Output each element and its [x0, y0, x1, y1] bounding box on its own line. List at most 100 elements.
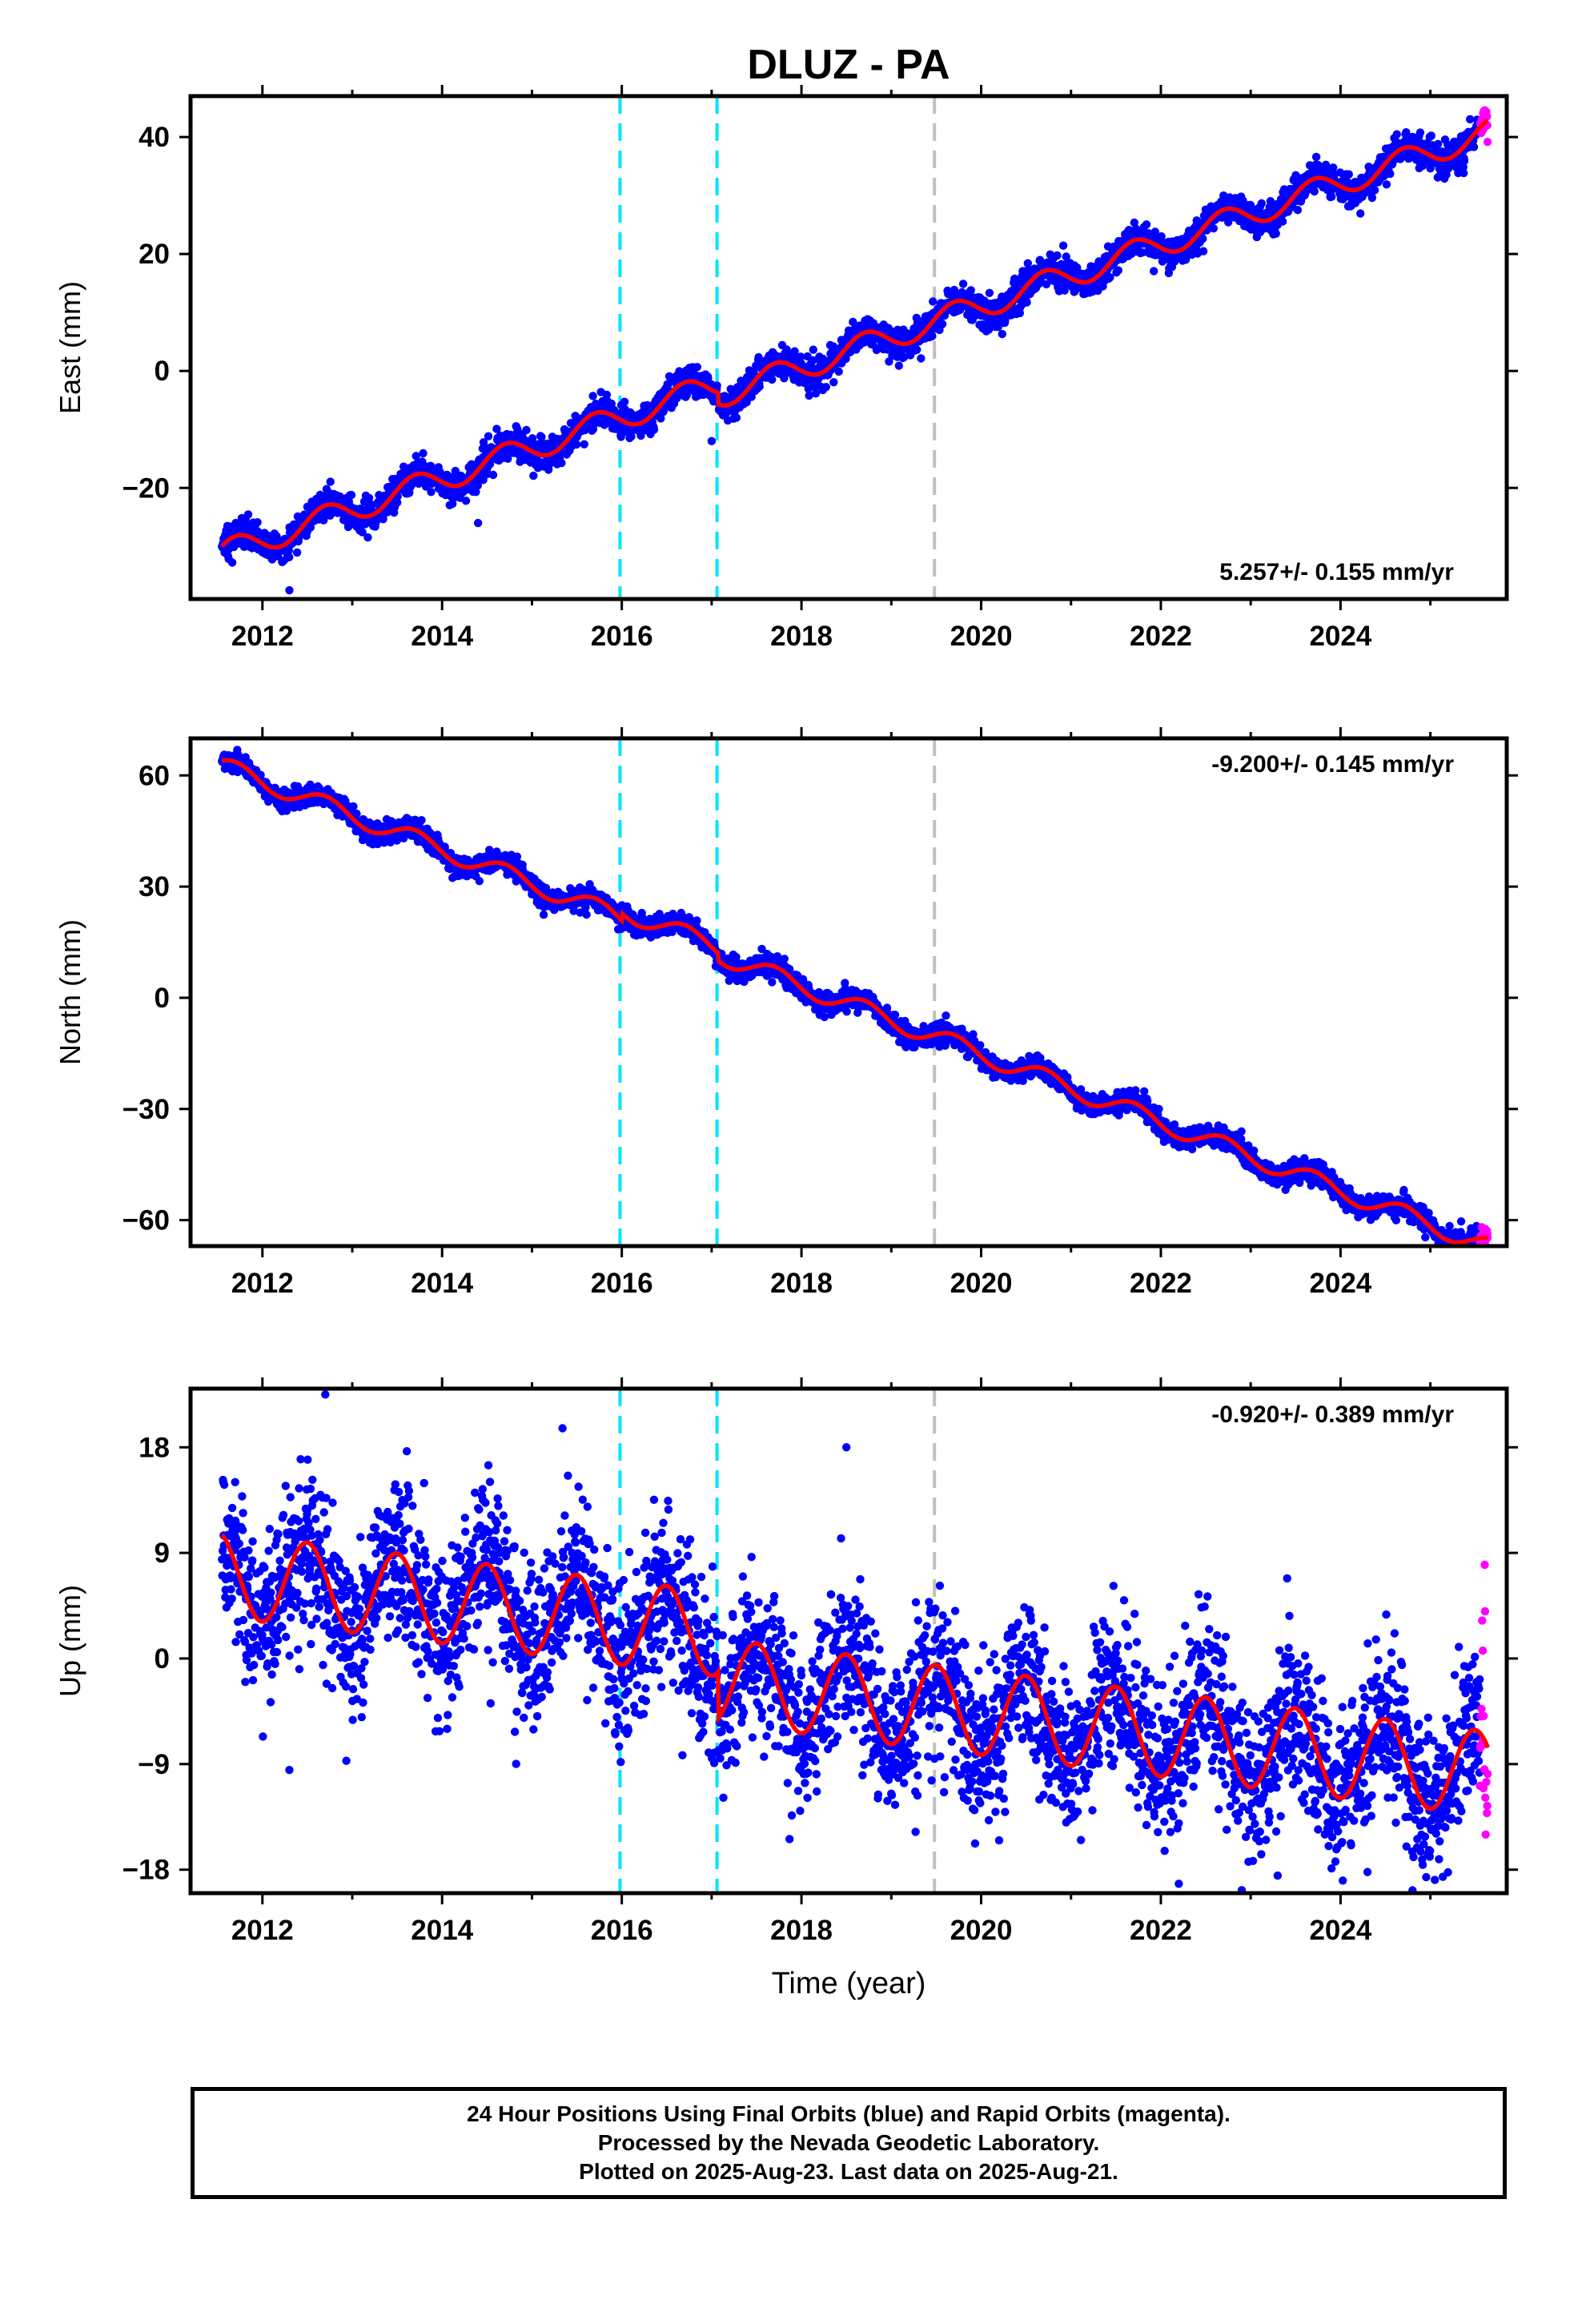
- final-point: [1293, 206, 1303, 215]
- final-point: [713, 381, 721, 390]
- final-point: [1199, 234, 1207, 243]
- final-point: [809, 356, 817, 365]
- x-tick-label: 2014: [411, 621, 473, 652]
- final-point: [998, 329, 1007, 339]
- final-point: [393, 498, 402, 507]
- final-point: [1278, 217, 1287, 226]
- final-point: [484, 432, 493, 440]
- final-point: [363, 533, 372, 542]
- final-point: [1311, 152, 1321, 162]
- final-point: [1199, 247, 1208, 255]
- y-tick-label: 40: [139, 122, 170, 153]
- final-point: [529, 471, 538, 480]
- final-point: [1209, 224, 1219, 233]
- final-point: [755, 382, 764, 391]
- final-point: [834, 367, 843, 376]
- final-point: [582, 910, 591, 919]
- data-points: [218, 746, 1492, 1246]
- final-point: [285, 553, 294, 561]
- final-point: [461, 497, 471, 505]
- final-point: [504, 454, 512, 463]
- final-point: [522, 425, 531, 435]
- outlier-point: [285, 585, 294, 595]
- final-point: [1356, 209, 1365, 218]
- final-point: [448, 499, 457, 509]
- x-tick-label: 2018: [770, 621, 833, 652]
- final-point: [557, 458, 566, 468]
- final-point: [1058, 241, 1068, 250]
- panel-east: 2012 2014 2016 2018 2020 2022 2024−2002040East…: [54, 85, 1518, 652]
- final-point: [272, 532, 281, 541]
- final-point: [1022, 298, 1031, 307]
- final-point: [649, 425, 659, 434]
- rapid-point: [1483, 138, 1492, 147]
- final-point: [627, 432, 636, 441]
- outlier-point: [707, 436, 717, 446]
- final-point: [528, 434, 537, 443]
- final-point: [1257, 199, 1267, 208]
- final-point: [1469, 143, 1479, 151]
- final-point: [1460, 156, 1469, 166]
- final-point: [306, 523, 315, 532]
- final-point: [427, 488, 436, 497]
- final-point: [929, 297, 938, 306]
- final-point: [1415, 128, 1425, 137]
- final-point: [472, 488, 480, 497]
- final-point: [894, 361, 904, 370]
- final-point: [732, 413, 741, 422]
- final-point: [326, 477, 335, 486]
- x-tick-label: 2022: [1130, 621, 1192, 652]
- final-point: [693, 363, 701, 372]
- final-point: [419, 448, 428, 458]
- outlier-point: [473, 518, 483, 528]
- final-point: [347, 490, 356, 500]
- final-point: [1114, 266, 1123, 275]
- final-point: [588, 392, 597, 400]
- final-point: [928, 332, 937, 340]
- x-tick-label: 2016: [591, 621, 653, 652]
- final-point: [809, 345, 817, 354]
- data-points: [218, 106, 1492, 595]
- final-point: [742, 398, 751, 407]
- final-point: [539, 911, 548, 919]
- final-point: [768, 375, 777, 384]
- final-point: [492, 424, 501, 433]
- y-axis-label: East (mm): [54, 281, 86, 414]
- final-point: [1427, 131, 1436, 140]
- final-point: [1327, 192, 1336, 201]
- final-point: [580, 440, 588, 448]
- final-point: [1434, 139, 1443, 148]
- final-point: [1142, 220, 1151, 229]
- final-point: [917, 354, 926, 363]
- final-point: [417, 815, 426, 825]
- rate-annotation: 5.257+/- 0.155 mm/yr: [1219, 559, 1454, 585]
- final-point: [1053, 251, 1062, 260]
- final-point: [253, 518, 262, 527]
- final-point: [1150, 267, 1158, 275]
- final-point: [483, 469, 492, 479]
- figure-title: DLUZ - PA: [747, 42, 950, 88]
- final-point: [488, 470, 498, 480]
- x-tick-label: 2024: [1309, 621, 1371, 652]
- final-point: [1386, 169, 1395, 179]
- x-tick-label: 2012: [231, 621, 294, 652]
- final-point: [811, 389, 821, 398]
- final-point: [602, 390, 611, 400]
- final-point: [1370, 186, 1379, 195]
- final-point: [1392, 130, 1401, 139]
- final-point: [958, 279, 968, 288]
- final-point: [412, 452, 420, 460]
- final-point: [1460, 168, 1468, 178]
- final-point: [572, 440, 581, 449]
- final-point: [620, 397, 629, 406]
- final-point: [938, 320, 947, 328]
- final-point: [664, 380, 673, 388]
- y-tick-label: 20: [139, 239, 170, 270]
- final-point: [513, 424, 522, 434]
- final-point: [829, 378, 838, 387]
- final-point: [1271, 229, 1280, 238]
- final-point: [821, 383, 831, 392]
- final-point: [292, 548, 302, 557]
- final-point: [985, 288, 994, 297]
